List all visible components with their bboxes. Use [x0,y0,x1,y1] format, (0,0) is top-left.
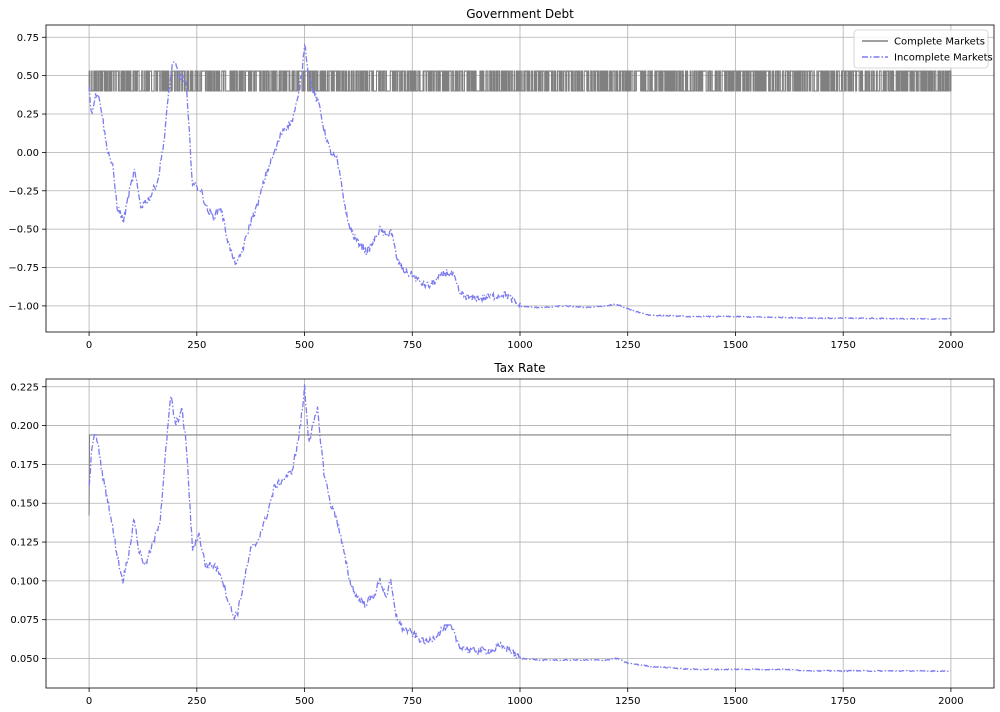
y-tick-label: 0.175 [10,460,39,471]
x-tick-label: 1500 [723,340,748,351]
y-axis: −1.00 −0.75 −0.50 −0.25 0.00 0.25 0.50 0.75 [8,33,46,312]
y-tick-label: 0.075 [10,615,39,626]
y-tick-label: 0.125 [10,538,39,549]
x-tick-label: 0 [86,696,92,707]
x-tick-label: 1250 [615,696,640,707]
y-tick-label: 0.00 [17,148,39,159]
x-tick-label: 250 [187,696,206,707]
y-tick-label: 0.25 [17,110,39,121]
plot-area [88,43,952,321]
x-tick-label: 2000 [938,340,963,351]
series-line [88,384,951,673]
x-tick-label: 1000 [507,696,532,707]
y-tick-label: −0.75 [8,263,39,274]
plot-area [88,384,951,673]
series-line [88,43,952,321]
y-tick-label: 0.50 [17,71,39,82]
grid [46,379,994,688]
series-incomplete-markets [88,384,951,673]
x-tick-label: 1000 [507,340,532,351]
y-tick-label: −0.25 [8,186,39,197]
legend-label: Complete Markets [894,37,985,48]
series-complete-markets [88,434,951,516]
legend-label: Incomplete Markets [894,53,993,64]
x-tick-label: 500 [295,696,314,707]
x-tick-label: 0 [86,340,92,351]
legend-box [853,29,989,69]
chart-title: Tax Rate [493,361,545,375]
legend: Complete Markets Incomplete Markets [853,29,993,69]
x-tick-label: 1500 [723,696,748,707]
series-line [88,70,952,92]
y-tick-label: 0.200 [10,421,39,432]
y-tick-label: −1.00 [8,301,39,312]
y-tick-label: 0.100 [10,576,39,587]
government-debt-chart: Government Debt 0 250 500 750 1000 1250 1500 175… [8,7,995,351]
y-tick-label: −0.50 [8,225,39,236]
y-tick-label: 0.225 [10,382,39,393]
y-tick-label: 0.050 [10,654,39,665]
x-tick-label: 250 [187,340,206,351]
series-complete-markets [88,70,952,92]
series-line [88,434,951,516]
y-axis: 0.050 0.075 0.100 0.125 0.150 0.175 0.200 0.225 [10,382,46,665]
x-tick-label: 750 [403,340,422,351]
x-axis: 0 250 500 750 1000 1250 1500 1750 2000 [86,688,964,707]
tax-rate-chart: Tax Rate 0 250 500 750 1000 1250 1500 1750 2000 0.… [10,361,995,707]
series-incomplete-markets [88,43,952,321]
x-tick-label: 750 [403,696,422,707]
x-tick-label: 1250 [615,340,640,351]
x-tick-label: 500 [295,340,314,351]
y-tick-label: 0.150 [10,499,39,510]
x-axis: 0 250 500 750 1000 1250 1500 1750 2000 [86,332,964,351]
chart-title: Government Debt [466,7,574,21]
x-tick-label: 1750 [830,696,855,707]
x-tick-label: 1750 [830,340,855,351]
y-tick-label: 0.75 [17,33,39,44]
x-tick-label: 2000 [938,696,963,707]
